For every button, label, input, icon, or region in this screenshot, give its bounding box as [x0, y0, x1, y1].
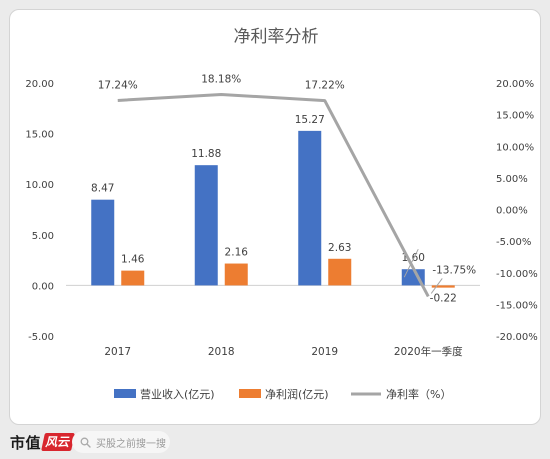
x-category-label: 2018 [208, 346, 235, 358]
revenue-bar [91, 199, 115, 286]
chart-title: 净利率分析 [234, 27, 319, 47]
y-left-tick-label: 20.00 [25, 79, 54, 90]
chart: 净利率分析 20.00 15.00 10.00 5.00 0.00 -5.00 20.00% 1… [25, 27, 538, 401]
y-right-tick-label: -20.00% [496, 332, 538, 343]
revenue-data-label: 8.47 [91, 183, 114, 195]
profit-data-label: 2.63 [328, 242, 351, 254]
margin-data-label: 18.18% [201, 74, 241, 86]
profit-bar [328, 258, 352, 286]
margin-label-leader [430, 278, 443, 294]
profit-data-label: -0.22 [430, 292, 457, 304]
y-right-tick-label: -10.00% [496, 269, 538, 280]
brand-logo[interactable]: 市值 风云 [10, 431, 75, 453]
brand-name: 市值 [10, 433, 42, 452]
y-right-tick-label: 5.00% [496, 174, 528, 185]
y-right-tick-label: 20.00% [496, 79, 534, 90]
x-category-label: 2017 [104, 346, 131, 358]
y-left-tick-label: 5.00 [32, 231, 54, 242]
y-left-tick-label: 0.00 [32, 281, 54, 292]
profit-bar [224, 263, 248, 286]
profit-data-label: 1.46 [121, 254, 145, 266]
margin-data-label: -13.75% [432, 264, 476, 276]
revenue-data-label: 11.88 [191, 148, 221, 160]
y-right-tick-label: 15.00% [496, 111, 534, 122]
y-left-tick-label: -5.00 [28, 332, 54, 343]
footer-bar: 市值 风云 买股之前搜一搜 [0, 425, 550, 459]
y-right-tick-label: -5.00% [496, 237, 531, 248]
legend-label-revenue: 营业收入(亿元) [140, 387, 215, 401]
search-icon [80, 436, 92, 448]
chart-card: 净利率分析 20.00 15.00 10.00 5.00 0.00 -5.00 20.00% 1… [9, 9, 541, 425]
y-right-tick-label: 0.00% [496, 206, 528, 217]
search-box[interactable]: 买股之前搜一搜 [72, 431, 170, 453]
brand-mark: 风云 [41, 433, 75, 451]
legend-label-margin: 净利率（%） [386, 387, 451, 401]
profit-bar [121, 270, 145, 286]
y-left-tick-label: 15.00 [25, 130, 54, 141]
legend-label-profit: 净利润(亿元) [265, 387, 329, 401]
x-category-label: 2020年一季度 [394, 345, 463, 358]
legend-swatch-revenue [114, 389, 136, 398]
revenue-bar [194, 165, 218, 286]
profit-data-label: 2.16 [225, 247, 249, 259]
revenue-label-leader [403, 248, 419, 278]
search-placeholder: 买股之前搜一搜 [96, 438, 166, 450]
margin-line [117, 93, 430, 298]
y-right-tick-label: 10.00% [496, 142, 534, 153]
x-category-label: 2019 [311, 346, 338, 358]
revenue-bar [298, 130, 322, 286]
y-left-tick-label: 10.00 [25, 180, 54, 191]
profit-bar [431, 285, 455, 288]
y-right-tick-label: -15.00% [496, 300, 538, 311]
margin-data-label: 17.22% [305, 80, 345, 92]
margin-data-label: 17.24% [98, 79, 138, 91]
legend-swatch-profit [239, 389, 261, 398]
revenue-data-label: 15.27 [295, 114, 325, 126]
